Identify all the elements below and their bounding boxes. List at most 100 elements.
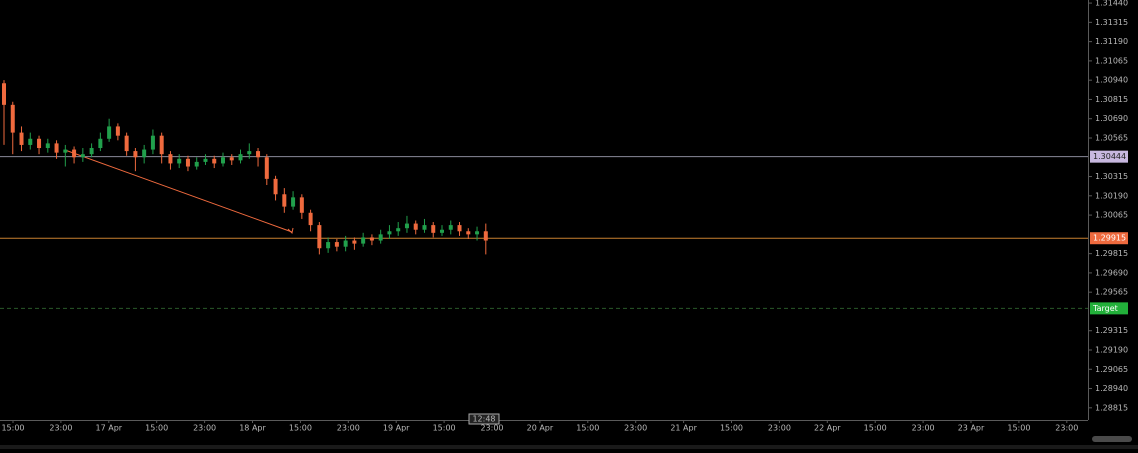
- y-tick-label: 1.30190: [1095, 191, 1128, 200]
- candle-body: [221, 157, 225, 164]
- x-tick-label: 20 Apr: [527, 424, 554, 433]
- x-tick-label: 19 Apr: [383, 424, 410, 433]
- candle-body: [247, 151, 252, 155]
- x-tick-label: 15:00: [145, 424, 168, 433]
- candle-body: [45, 143, 50, 149]
- candle-body: [159, 135, 164, 155]
- candle-body: [387, 231, 392, 235]
- level-label: 1.30444: [1093, 152, 1126, 161]
- candle-body: [133, 151, 138, 158]
- x-tick-label: 23:00: [480, 424, 503, 433]
- level-badge: [1090, 302, 1128, 315]
- y-tick-label: 1.29190: [1095, 346, 1128, 355]
- y-tick-label: 1.29565: [1095, 288, 1128, 297]
- candle-body: [185, 158, 190, 167]
- level-label: Target: [1092, 304, 1118, 313]
- y-tick-label: 1.30815: [1095, 95, 1128, 104]
- candle-body: [19, 132, 24, 145]
- y-tick-label: 1.30565: [1095, 133, 1128, 142]
- y-tick-label: 1.31315: [1095, 18, 1128, 27]
- y-tick-label: 1.29065: [1095, 365, 1128, 374]
- candle-body: [361, 237, 366, 244]
- candle-body: [2, 83, 6, 105]
- candle-body: [317, 225, 322, 249]
- candle-body: [10, 104, 15, 133]
- y-tick-label: 1.30940: [1095, 76, 1128, 85]
- y-tick-label: 1.30690: [1095, 114, 1128, 123]
- candle-body: [264, 157, 269, 179]
- candle-body: [203, 158, 208, 162]
- candle-body: [98, 138, 103, 149]
- candle-body: [142, 149, 147, 158]
- candle-body: [282, 194, 287, 207]
- y-tick-label: 1.31065: [1095, 56, 1128, 65]
- candle-body: [422, 225, 427, 230]
- time-badge: [468, 413, 500, 425]
- x-tick-label: 23:00: [1055, 424, 1078, 433]
- x-tick-label: 21 Apr: [670, 424, 697, 433]
- candle-body: [291, 197, 296, 207]
- candle-body: [396, 228, 401, 232]
- x-tick-label: 23:00: [768, 424, 791, 433]
- level-badge: [1090, 232, 1128, 245]
- candle-body: [256, 151, 261, 158]
- x-tick-label: 15:00: [1, 424, 24, 433]
- y-tick-label: 1.28940: [1095, 384, 1128, 393]
- y-tick-label: 1.31190: [1095, 37, 1128, 46]
- candle-body: [369, 237, 374, 241]
- candle-body: [326, 242, 331, 249]
- candle-body: [177, 158, 182, 164]
- candle-body: [150, 135, 155, 150]
- y-tick-label: 1.30065: [1095, 211, 1128, 220]
- candle-body: [334, 242, 339, 247]
- candle-body: [352, 240, 357, 244]
- x-tick-label: 23:00: [912, 424, 935, 433]
- candle-body: [308, 212, 313, 226]
- x-tick-label: 23:00: [49, 424, 72, 433]
- candle-body: [431, 225, 436, 233]
- candle-body: [37, 138, 42, 149]
- candle-body: [413, 223, 418, 230]
- candle-body: [89, 148, 94, 155]
- trend-arrow: [64, 149, 293, 233]
- x-tick-label: 15:00: [1007, 424, 1030, 433]
- candle-body: [194, 161, 199, 167]
- x-tick-label: 22 Apr: [814, 424, 841, 433]
- x-tick-label: 23:00: [624, 424, 647, 433]
- x-tick-label: 15:00: [576, 424, 599, 433]
- x-tick-label: 18 Apr: [239, 424, 266, 433]
- candle-body: [54, 143, 59, 153]
- x-tick-label: 17 Apr: [96, 424, 123, 433]
- y-tick-label: 1.28815: [1095, 403, 1128, 412]
- x-tick-label: 23:00: [193, 424, 216, 433]
- candle-body: [28, 138, 33, 145]
- candle-body: [107, 126, 112, 139]
- scrollbar[interactable]: [1092, 436, 1132, 442]
- x-tick-label: 15:00: [289, 424, 312, 433]
- x-tick-label: 15:00: [433, 424, 456, 433]
- y-tick-label: 1.29315: [1095, 326, 1128, 335]
- candle-body: [72, 149, 77, 158]
- y-tick-label: 1.29815: [1095, 249, 1128, 258]
- y-tick-label: 1.31440: [1095, 0, 1128, 8]
- candle-body: [475, 231, 480, 235]
- cursor-time: 12:48: [472, 415, 495, 424]
- candle-body: [80, 154, 85, 158]
- x-tick-label: 23:00: [337, 424, 360, 433]
- level-badge: [1090, 150, 1128, 163]
- candle-body: [404, 223, 409, 229]
- candle-body: [63, 149, 68, 153]
- candle-body: [299, 197, 304, 213]
- level-label: 1.29915: [1093, 234, 1126, 243]
- y-tick-label: 1.29690: [1095, 268, 1128, 277]
- candle-body: [457, 225, 462, 232]
- candle-body: [229, 157, 234, 161]
- candle-body: [273, 178, 278, 195]
- candle-body: [238, 154, 243, 161]
- bottom-bar: [0, 445, 1138, 449]
- candle-body: [168, 154, 173, 164]
- x-tick-label: 15:00: [864, 424, 887, 433]
- candle-body: [343, 240, 348, 247]
